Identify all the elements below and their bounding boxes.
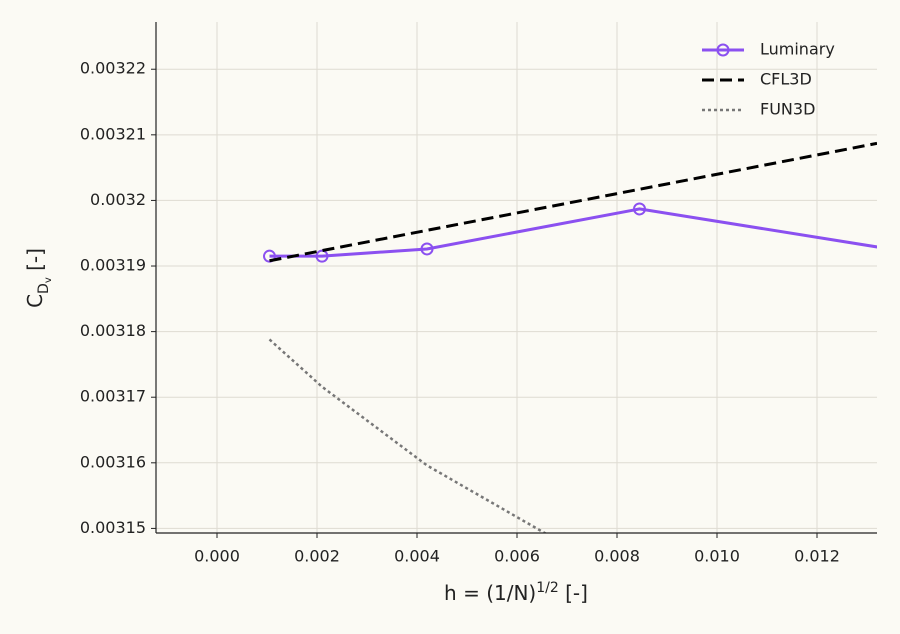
x-label-text: h = (1/N) (444, 581, 536, 605)
x-tick-label: 0.002 (294, 547, 340, 566)
x-tick-label: 0.004 (394, 547, 440, 566)
y-tick-label: 0.0032 (90, 190, 146, 209)
y-tick-label: 0.00318 (80, 321, 146, 340)
x-tick-label: 0.000 (194, 547, 240, 566)
y-label-suffix: [-] (23, 248, 47, 277)
y-tick-label: 0.00321 (80, 124, 146, 143)
y-tick-label: 0.00316 (80, 452, 146, 471)
x-tick-label: 0.010 (694, 547, 740, 566)
y-label-text: C (23, 294, 47, 308)
x-tick-label: 0.008 (594, 547, 640, 566)
y-tick-label: 0.00319 (80, 256, 146, 275)
y-tick-label: 0.00317 (80, 387, 146, 406)
y-tick-label: 0.00322 (80, 59, 146, 78)
y-label-sub: D (36, 283, 52, 294)
legend-label: CFL3D (760, 70, 812, 89)
x-label-suffix: [-] (559, 581, 588, 605)
x-label-sup: 1/2 (536, 580, 559, 596)
x-axis-label: h = (1/N)1/2 [-] (444, 580, 588, 605)
legend-label: FUN3D (760, 100, 815, 119)
x-tick-label: 0.012 (794, 547, 840, 566)
y-axis-label: CDv [-] (23, 248, 54, 308)
y-tick-label: 0.00315 (80, 518, 146, 537)
plot-area (264, 143, 900, 587)
legend-label: Luminary (760, 40, 835, 59)
x-tick-label: 0.006 (494, 547, 540, 566)
series-line (270, 143, 878, 260)
legend: Luminary CFL3D FUN3D (702, 40, 835, 119)
